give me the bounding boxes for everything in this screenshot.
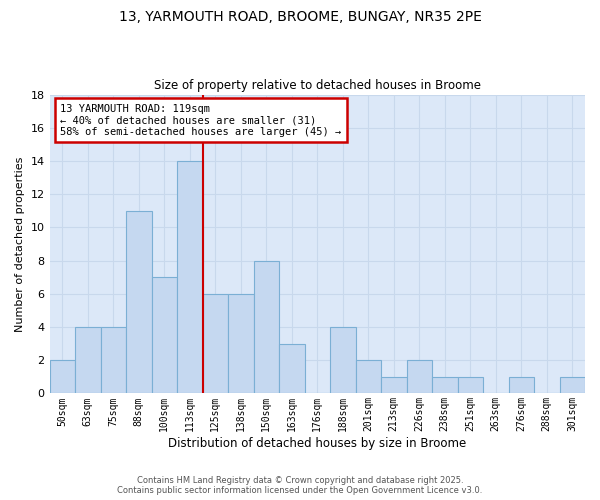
X-axis label: Distribution of detached houses by size in Broome: Distribution of detached houses by size …	[168, 437, 466, 450]
Bar	[228, 294, 254, 394]
Y-axis label: Number of detached properties: Number of detached properties	[15, 156, 25, 332]
Bar	[407, 360, 432, 394]
Title: Size of property relative to detached houses in Broome: Size of property relative to detached ho…	[154, 79, 481, 92]
Bar	[560, 377, 585, 394]
Bar	[254, 260, 279, 394]
Text: 13, YARMOUTH ROAD, BROOME, BUNGAY, NR35 2PE: 13, YARMOUTH ROAD, BROOME, BUNGAY, NR35 …	[119, 10, 481, 24]
Bar	[152, 277, 177, 394]
Bar	[126, 211, 152, 394]
Bar	[356, 360, 381, 394]
Bar	[432, 377, 458, 394]
Text: 13 YARMOUTH ROAD: 119sqm
← 40% of detached houses are smaller (31)
58% of semi-d: 13 YARMOUTH ROAD: 119sqm ← 40% of detach…	[60, 104, 341, 136]
Text: Contains HM Land Registry data © Crown copyright and database right 2025.
Contai: Contains HM Land Registry data © Crown c…	[118, 476, 482, 495]
Bar	[279, 344, 305, 394]
Bar	[177, 161, 203, 394]
Bar	[381, 377, 407, 394]
Bar	[75, 327, 101, 394]
Bar	[330, 327, 356, 394]
Bar	[50, 360, 75, 394]
Bar	[101, 327, 126, 394]
Bar	[203, 294, 228, 394]
Bar	[509, 377, 534, 394]
Bar	[458, 377, 483, 394]
